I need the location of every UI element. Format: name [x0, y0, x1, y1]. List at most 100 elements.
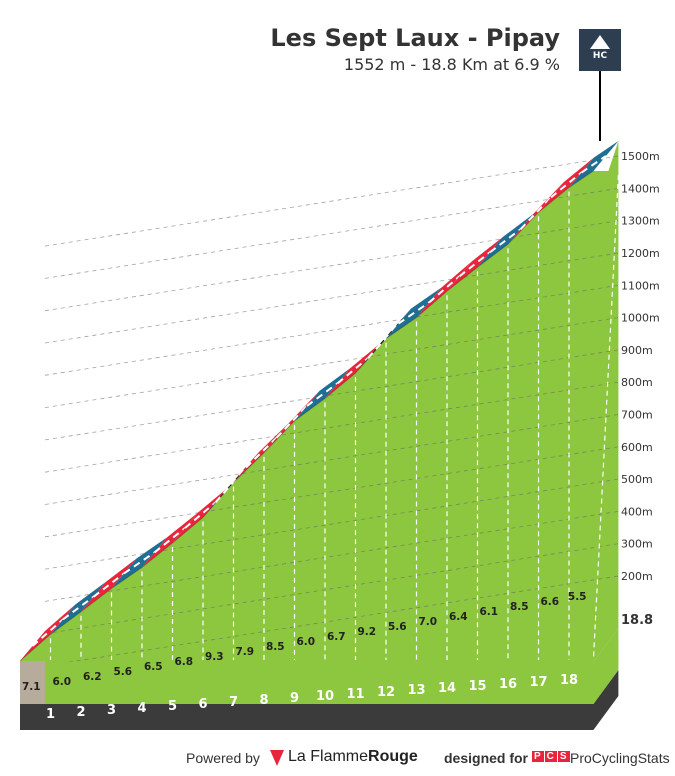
elevation-tick-label: 700m [621, 409, 653, 422]
road-centerline [397, 301, 430, 325]
road-centerline [519, 196, 552, 230]
designed-for-text: designed for [444, 750, 529, 766]
road-edge [50, 611, 82, 635]
elevation-tick-label: 200m [621, 570, 653, 583]
road-centerline [214, 466, 247, 504]
road-centerline [184, 501, 217, 529]
road-edge [446, 266, 478, 292]
elevation-gridline [44, 252, 619, 344]
elevation-tick-label: 900m [621, 344, 653, 357]
road-edge [324, 372, 356, 399]
elevation-profile-chart: 200m 300m 400m 500m 600m 700m 800m 900m 1000m 1 10… [19, 71, 660, 730]
road-centerline [336, 357, 369, 385]
km-bar [20, 670, 619, 730]
base-side-left [20, 661, 45, 704]
road-edge [568, 170, 594, 188]
gradient-strip [20, 628, 619, 704]
road-centerline [428, 275, 461, 304]
gradient-label: 8.5 [510, 601, 529, 613]
road-centerline [275, 405, 308, 439]
elevation-gridline [44, 155, 619, 247]
road-edge [385, 317, 417, 340]
gradient-label: 6.4 [449, 611, 468, 623]
road-edge [507, 211, 539, 245]
gradient-label: 9.2 [357, 626, 376, 638]
gradient-label: 7.1 [22, 681, 41, 693]
road-edge [538, 187, 570, 213]
km-label: 2 [76, 705, 85, 720]
road-segment [447, 237, 503, 292]
road-centerline [550, 171, 583, 199]
road-edge [416, 290, 448, 318]
end-distance-label: 18.8 [621, 613, 653, 628]
road-centerline [153, 527, 186, 554]
road-segment [233, 422, 289, 483]
road-segment [538, 157, 594, 213]
elevation-tick-label: 500m [621, 473, 653, 486]
road-centerline [31, 618, 64, 647]
road-edge [294, 397, 326, 422]
elevation-gridline [44, 446, 619, 538]
km-label: 1 [46, 707, 55, 722]
road-segment [172, 487, 228, 544]
category-badge: HC [579, 29, 621, 71]
gradient-label: 6.8 [174, 656, 193, 668]
gradient-label: 6.1 [479, 606, 498, 618]
la-flamme-rouge-brand: La FlammeRouge [288, 748, 418, 765]
road-segment [20, 604, 76, 661]
elevation-tick-label: 1000m [621, 312, 660, 325]
road-segment [325, 343, 381, 399]
elevation-gridline [44, 317, 619, 408]
gradient-label: 6.0 [52, 676, 71, 688]
km-label: 17 [529, 675, 547, 690]
road-centerline [306, 382, 339, 407]
km-label: 16 [499, 677, 517, 692]
road-centerline [92, 572, 125, 598]
la-flamme-rouge-logo-icon [270, 750, 284, 766]
elevation-gridline [44, 284, 619, 376]
road-edge [263, 420, 295, 454]
gradient-label: 7.9 [235, 646, 254, 658]
km-label: 11 [346, 687, 364, 702]
elevation-tick-label: 1300m [621, 215, 660, 228]
km-label: 14 [438, 681, 456, 696]
elevation-tick-label: 400m [621, 505, 653, 518]
road-centerline [489, 228, 522, 253]
road-edge [172, 517, 204, 544]
km-label: 5 [168, 699, 177, 714]
gradient-label: 6.0 [296, 636, 315, 648]
road-centerline [458, 251, 491, 278]
elevation-tick-label: 600m [621, 441, 653, 454]
gradient-label: 6.2 [83, 671, 102, 683]
road-edge [111, 567, 143, 589]
km-label: 18 [560, 673, 578, 688]
elevation-tick-label: 800m [621, 376, 653, 389]
gradient-label: 5.6 [388, 621, 407, 633]
km-label: 15 [468, 679, 486, 694]
elevation-tick-label: 1500m [621, 150, 660, 163]
road-edge [141, 542, 173, 568]
elevation-tick-label: 1200m [621, 247, 660, 260]
gradient-label: 8.5 [266, 641, 285, 653]
road-segment [416, 261, 472, 318]
gradient-label: 9.3 [205, 651, 224, 663]
road-centerline [62, 595, 95, 621]
km-label: 9 [290, 691, 299, 706]
road-edge [19, 633, 51, 662]
elevation-gridline [44, 220, 619, 312]
km-label: 4 [137, 701, 146, 716]
elevation-tick-label: 300m [621, 538, 653, 551]
km-label: 12 [377, 685, 395, 700]
km-label: 7 [229, 695, 238, 710]
powered-by-text: Powered by [186, 750, 260, 766]
elevation-gridline [44, 511, 619, 602]
elevation-gridline [44, 478, 619, 570]
km-label: 10 [316, 689, 334, 704]
km-label: 13 [407, 683, 425, 698]
road-edge [477, 243, 509, 268]
climb-title: Les Sept Laux - Pipay [270, 24, 560, 52]
elevation-gridline [44, 188, 619, 279]
profile-header: Les Sept Laux - Pipay 1552 m - 18.8 Km a… [270, 22, 560, 76]
road-edge [233, 452, 265, 483]
